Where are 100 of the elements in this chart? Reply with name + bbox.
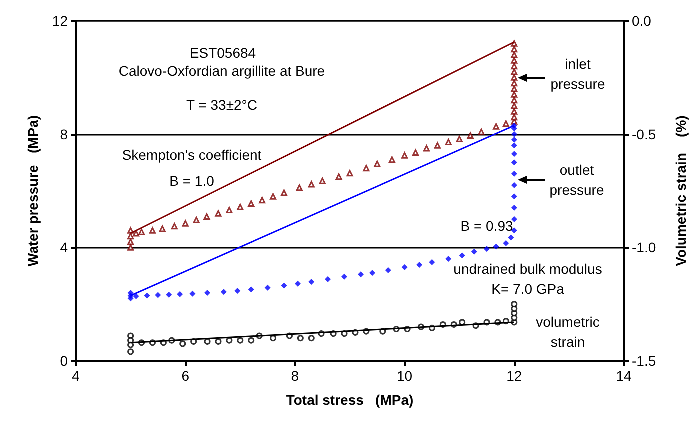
- point: [336, 174, 342, 180]
- point: [511, 91, 518, 98]
- y-tick-label: 0: [60, 353, 68, 369]
- point: [511, 46, 518, 53]
- point: [270, 193, 277, 200]
- point: [363, 165, 370, 172]
- point: [128, 238, 134, 246]
- y-tick-label: 8: [60, 126, 68, 142]
- point: [297, 335, 304, 342]
- point: [226, 207, 233, 214]
- x-tick-label: 4: [72, 368, 80, 384]
- point: [511, 102, 518, 110]
- point: [459, 319, 466, 326]
- point: [215, 210, 222, 217]
- point: [237, 204, 244, 210]
- point: [459, 252, 466, 259]
- point: [296, 184, 303, 192]
- point: [308, 181, 315, 188]
- point: [220, 289, 227, 296]
- point: [511, 216, 518, 222]
- point: [204, 214, 210, 220]
- annotation: EST05684: [190, 45, 256, 61]
- point: [204, 338, 211, 345]
- point: [133, 230, 140, 237]
- point: [280, 190, 288, 196]
- point: [511, 80, 518, 87]
- point: [128, 290, 134, 296]
- point: [511, 86, 518, 92]
- point: [467, 132, 474, 139]
- y-tick-label: 12: [52, 13, 68, 29]
- point: [511, 68, 518, 76]
- point: [511, 160, 518, 166]
- point: [171, 223, 178, 230]
- x-tick-label: 8: [291, 368, 300, 384]
- point: [144, 292, 150, 299]
- point: [502, 120, 510, 128]
- y2-axis-title: Volumetric strain (%): [673, 116, 689, 266]
- point: [511, 52, 518, 58]
- point: [402, 152, 408, 159]
- point: [180, 340, 186, 348]
- point: [493, 244, 500, 250]
- point: [511, 301, 518, 308]
- y-axis-title: Water pressure (MPa): [25, 115, 41, 267]
- point: [493, 123, 500, 130]
- point: [177, 291, 184, 298]
- point: [190, 290, 196, 297]
- point: [128, 342, 134, 348]
- point: [511, 40, 518, 47]
- point: [226, 337, 233, 344]
- y2-tick-label: -1.5: [632, 353, 656, 369]
- point: [259, 197, 266, 204]
- point: [478, 128, 485, 136]
- point: [511, 142, 518, 149]
- text: outlet pressure: [550, 162, 604, 198]
- point: [128, 233, 134, 240]
- point: [319, 178, 326, 184]
- point: [182, 220, 189, 227]
- point: [215, 338, 222, 345]
- y2-tick-label: -1.0: [632, 240, 656, 256]
- point: [434, 142, 441, 149]
- x-tick-label: 10: [397, 368, 413, 384]
- point: [342, 274, 348, 280]
- point: [429, 259, 436, 266]
- point: [385, 267, 392, 274]
- annotation: K= 7.0 GPa: [492, 281, 565, 297]
- point: [423, 145, 430, 152]
- point: [270, 335, 277, 342]
- point: [511, 97, 518, 104]
- point: [511, 57, 518, 64]
- point: [204, 290, 211, 296]
- y-tick-label: 4: [60, 240, 68, 256]
- point: [511, 114, 518, 121]
- point: [138, 228, 146, 236]
- annotation: B = 0.93: [460, 218, 514, 234]
- point: [358, 272, 364, 278]
- point: [308, 335, 315, 342]
- point: [511, 74, 518, 81]
- annotation: T = 33±2°C: [186, 97, 258, 113]
- point: [149, 227, 156, 234]
- point: [193, 216, 200, 224]
- point: [446, 256, 452, 262]
- point: [503, 240, 510, 246]
- point: [511, 205, 518, 211]
- point: [511, 194, 518, 200]
- point: [511, 182, 518, 188]
- point: [511, 131, 518, 138]
- point: [484, 246, 490, 252]
- x-tick-label: 12: [506, 368, 522, 384]
- point: [248, 337, 255, 344]
- point: [264, 284, 271, 291]
- point: [308, 278, 315, 285]
- point: [511, 171, 518, 177]
- point: [374, 160, 381, 168]
- point: [412, 150, 420, 156]
- point: [128, 244, 134, 251]
- y2-tick-label: -0.5: [632, 126, 656, 142]
- point: [166, 292, 172, 298]
- point: [159, 226, 166, 232]
- x-tick-label: 14: [616, 368, 632, 384]
- point: [511, 137, 518, 143]
